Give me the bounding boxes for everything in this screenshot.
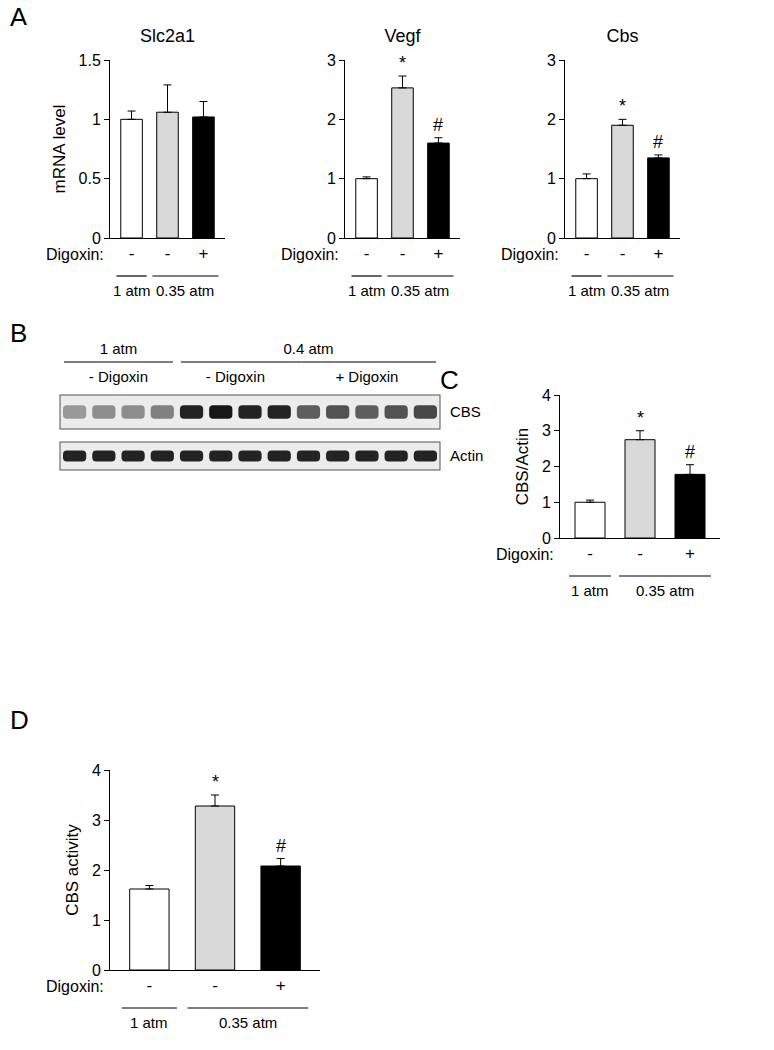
svg-text:3: 3 [327, 52, 336, 69]
svg-text:1: 1 [547, 170, 556, 187]
svg-text:4: 4 [92, 762, 101, 779]
svg-text:-: - [165, 244, 171, 263]
svg-text:1: 1 [92, 111, 101, 128]
svg-text:0.35 atm: 0.35 atm [636, 582, 694, 599]
svg-text:+: + [685, 544, 695, 563]
svg-text:1: 1 [542, 494, 551, 511]
svg-text:1.5: 1.5 [79, 52, 101, 69]
svg-text:2: 2 [327, 111, 336, 128]
svg-text:0: 0 [92, 230, 101, 247]
svg-text:-: - [400, 244, 406, 263]
html-text:A: A [10, 2, 28, 32]
svg-text:#: # [276, 836, 286, 856]
svg-text:+: + [276, 976, 286, 995]
svg-text:2: 2 [542, 458, 551, 475]
svg-text:Digoxin:: Digoxin: [281, 246, 339, 263]
svg-text:2: 2 [92, 862, 101, 879]
svg-text:0.4 atm: 0.4 atm [283, 340, 333, 357]
svg-text:Vegf: Vegf [384, 26, 421, 46]
svg-text:Actin: Actin [450, 447, 483, 464]
svg-text:0: 0 [327, 230, 336, 247]
svg-text:-: - [584, 244, 590, 263]
svg-text:1 atm: 1 atm [100, 340, 138, 357]
svg-text:0: 0 [547, 230, 556, 247]
svg-text:0.35 atm: 0.35 atm [391, 282, 449, 299]
svg-text:-: - [587, 544, 593, 563]
svg-text:1: 1 [327, 170, 336, 187]
html-text:C: C [440, 365, 459, 395]
html-text:B: B [10, 318, 28, 348]
svg-text:Digoxin:: Digoxin: [46, 246, 104, 263]
svg-text:0.35 atm: 0.35 atm [611, 282, 669, 299]
svg-text:Slc2a1: Slc2a1 [140, 26, 195, 46]
svg-text:Cbs: Cbs [606, 26, 638, 46]
svg-text:-: - [620, 244, 626, 263]
svg-text:3: 3 [542, 422, 551, 439]
svg-text:1 atm: 1 atm [571, 582, 609, 599]
svg-text:- Digoxin: - Digoxin [206, 368, 265, 385]
svg-text:*: * [212, 772, 219, 792]
svg-text:0.35 atm: 0.35 atm [156, 282, 214, 299]
svg-text:CBS: CBS [450, 403, 481, 420]
svg-text:*: * [637, 408, 644, 428]
svg-text:*: * [399, 53, 406, 73]
svg-text:- Digoxin: - Digoxin [89, 368, 148, 385]
svg-text:CBS activity: CBS activity [63, 824, 82, 916]
svg-text:mRNA level: mRNA level [50, 105, 69, 194]
svg-text:*: * [619, 96, 626, 116]
svg-text:#: # [653, 132, 663, 152]
svg-text:1 atm: 1 atm [348, 282, 386, 299]
svg-text:-: - [364, 244, 370, 263]
svg-text:1: 1 [92, 912, 101, 929]
svg-text:CBS/Actin: CBS/Actin [513, 428, 532, 505]
svg-text:0.35 atm: 0.35 atm [219, 1014, 277, 1031]
svg-text:+: + [198, 244, 208, 263]
svg-text:-: - [637, 544, 643, 563]
svg-text:Digoxin:: Digoxin: [46, 978, 104, 995]
svg-text:-: - [212, 976, 218, 995]
svg-text:3: 3 [92, 812, 101, 829]
svg-text:+: + [653, 244, 663, 263]
svg-text:+: + [433, 244, 443, 263]
html-text:D: D [10, 705, 29, 735]
svg-text:-: - [129, 244, 135, 263]
svg-text:4: 4 [542, 387, 551, 404]
svg-text:1 atm: 1 atm [130, 1014, 168, 1031]
svg-text:2: 2 [547, 111, 556, 128]
svg-text:1 atm: 1 atm [568, 282, 606, 299]
svg-text:1 atm: 1 atm [113, 282, 151, 299]
svg-text:Digoxin:: Digoxin: [501, 246, 559, 263]
svg-text:#: # [433, 115, 443, 135]
svg-text:+ Digoxin: + Digoxin [335, 368, 398, 385]
svg-text:3: 3 [547, 52, 556, 69]
svg-text:0.5: 0.5 [79, 170, 101, 187]
svg-text:#: # [685, 442, 695, 462]
svg-text:Digoxin:: Digoxin: [496, 546, 554, 563]
svg-text:0: 0 [92, 962, 101, 979]
svg-text:0: 0 [542, 530, 551, 547]
svg-text:-: - [147, 976, 153, 995]
